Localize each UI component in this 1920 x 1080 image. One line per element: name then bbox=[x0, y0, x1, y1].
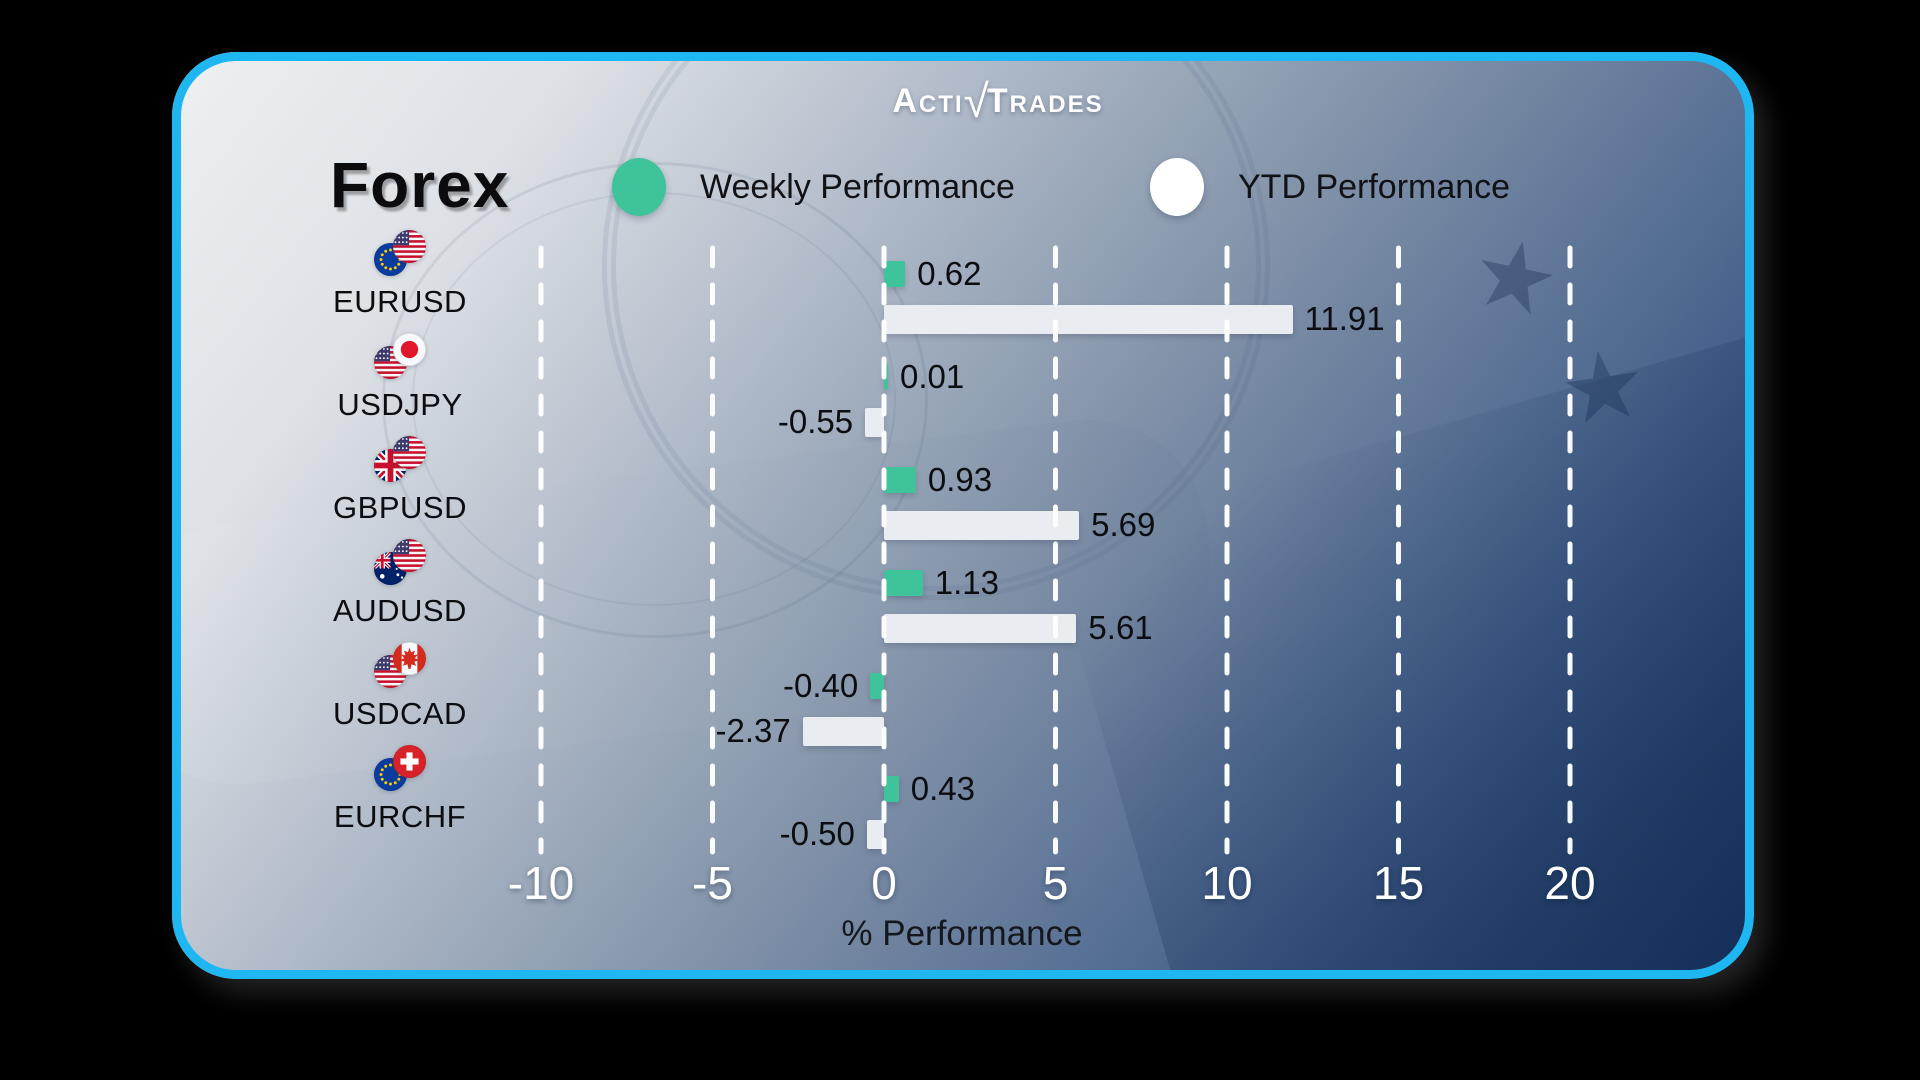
forex-performance-card: ★ ★ Acti√Trades Forex Weekly Performance… bbox=[172, 52, 1754, 979]
gridlines bbox=[538, 245, 1573, 855]
ch-flag-icon bbox=[393, 745, 426, 778]
x-tick--5: -5 bbox=[692, 857, 733, 909]
eurusd-flag-pair-icon bbox=[374, 230, 426, 276]
usdcad-ytd-value: -2.37 bbox=[715, 712, 791, 749]
gbpusd-flag-pair-icon bbox=[374, 436, 426, 482]
legend-item-ytd: YTD Performance bbox=[1150, 158, 1510, 216]
gbpusd-ytd-bar bbox=[884, 510, 1080, 540]
us-flag-icon bbox=[393, 539, 426, 572]
audusd-weekly-bar bbox=[884, 570, 923, 596]
eurchf-ytd-value: -0.50 bbox=[779, 815, 855, 852]
eurusd-ytd-bar bbox=[884, 304, 1293, 334]
x-tick-0: 0 bbox=[871, 857, 897, 909]
eurchf-pair-label: EURCHF bbox=[333, 799, 467, 834]
eurusd-weekly-value: 0.62 bbox=[917, 255, 982, 292]
legend-label-weekly: Weekly Performance bbox=[700, 167, 1015, 206]
usdcad-flag-pair-icon bbox=[374, 642, 426, 688]
usdjpy-ytd-bar bbox=[865, 407, 884, 437]
usdjpy-flag-pair-icon bbox=[374, 333, 426, 379]
audusd-pair-label: AUDUSD bbox=[333, 593, 467, 628]
x-tick--10: -10 bbox=[507, 857, 575, 909]
x-axis-label: % Performance bbox=[841, 914, 1083, 953]
weekly-legend-dot-icon bbox=[612, 158, 666, 216]
x-tick-10: 10 bbox=[1201, 857, 1253, 909]
x-tick-20: 20 bbox=[1544, 857, 1596, 909]
usdcad-pair-label: USDCAD bbox=[333, 696, 467, 731]
chart-title: Forex bbox=[330, 149, 510, 221]
x-tick-5: 5 bbox=[1042, 857, 1069, 909]
eurchf-flag-pair-icon bbox=[374, 745, 426, 791]
eurchf-weekly-value: 0.43 bbox=[910, 770, 975, 807]
legend-item-weekly: Weekly Performance bbox=[612, 158, 1015, 216]
eurusd-pair-label: EURUSD bbox=[333, 284, 467, 319]
eurchf-weekly-bar bbox=[884, 776, 899, 802]
us-flag-icon bbox=[393, 436, 426, 469]
eurusd-ytd-value: 11.91 bbox=[1304, 300, 1385, 337]
logo-part-trades: Trades bbox=[986, 82, 1104, 120]
usdcad-weekly-value: -0.40 bbox=[783, 667, 859, 704]
jp-flag-icon bbox=[393, 333, 426, 366]
audusd-weekly-value: 1.13 bbox=[934, 564, 999, 601]
usdcad-weekly-bar bbox=[870, 673, 884, 699]
logo-part-activ: Acti bbox=[892, 82, 964, 120]
ytd-legend-dot-icon bbox=[1150, 158, 1204, 216]
usdcad-ytd-bar bbox=[802, 716, 884, 746]
usdjpy-ytd-value: -0.55 bbox=[777, 403, 854, 440]
audusd-ytd-bar bbox=[884, 613, 1077, 643]
chart-plot-area: EURUSD 0.62 11.91 USDJPY 0.01 -0.55 GBPUSD 0.93… bbox=[172, 52, 1754, 979]
gbpusd-weekly-value: 0.93 bbox=[927, 461, 993, 498]
usdjpy-weekly-value: 0.01 bbox=[900, 358, 965, 395]
usdjpy-pair-label: USDJPY bbox=[337, 387, 463, 422]
ca-flag-icon bbox=[393, 642, 426, 675]
eurchf-ytd-bar bbox=[866, 819, 884, 849]
eurusd-weekly-bar bbox=[884, 261, 906, 287]
legend-label-ytd: YTD Performance bbox=[1238, 167, 1511, 206]
x-tick-15: 15 bbox=[1372, 857, 1425, 909]
activtrades-logo: Acti√Trades bbox=[207, 75, 1754, 136]
logo-check-icon: √ bbox=[963, 75, 991, 127]
gbpusd-pair-label: GBPUSD bbox=[333, 490, 467, 525]
audusd-ytd-value: 5.61 bbox=[1088, 609, 1153, 646]
audusd-flag-pair-icon bbox=[374, 539, 426, 585]
gbpusd-weekly-bar bbox=[884, 467, 916, 493]
us-flag-icon bbox=[393, 230, 426, 263]
gbpusd-ytd-value: 5.69 bbox=[1091, 506, 1156, 543]
